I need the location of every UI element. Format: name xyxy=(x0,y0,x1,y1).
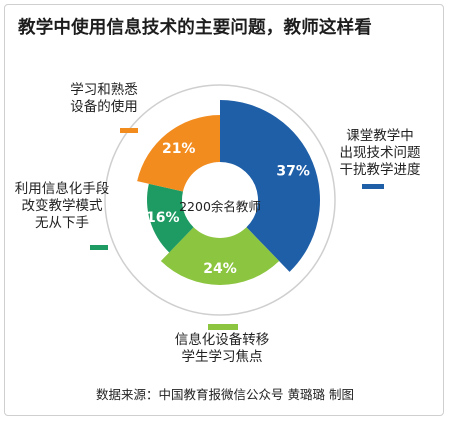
slice-category-line: 出现技术问题 xyxy=(340,145,421,161)
outer-ring-decoration xyxy=(104,84,336,316)
pie-slice-s1 xyxy=(220,100,320,272)
slice-category-line: 学生学习焦点 xyxy=(182,349,263,365)
slice-category-label-s4: 学习和熟悉设备的使用 xyxy=(70,82,138,115)
pie-slice-s3 xyxy=(147,183,194,253)
slice-value-label-s1: 37% xyxy=(276,163,310,179)
slice-category-label-s3: 利用信息化手段改变教学模式无从下手 xyxy=(15,180,110,231)
slice-marker-s1 xyxy=(362,184,384,189)
source-note: 数据来源：中国教育报微信公众号 黄璐璐 制图 xyxy=(96,387,354,402)
center-label: 2200余名教师 xyxy=(179,199,261,214)
pie-slice-s4 xyxy=(137,115,220,192)
slice-category-line: 利用信息化手段 xyxy=(15,180,110,197)
chart-frame xyxy=(4,4,444,416)
slice-category-label-s2: 信息化设备转移学生学习焦点 xyxy=(175,331,270,365)
pie-slice-s2 xyxy=(160,227,280,285)
slice-marker-s3 xyxy=(90,245,108,250)
slice-category-line: 干扰教学进度 xyxy=(340,162,421,178)
slice-category-line: 信息化设备转移 xyxy=(175,331,270,348)
slice-category-line: 学习和熟悉 xyxy=(70,82,138,98)
slice-category-line: 设备的使用 xyxy=(70,98,138,115)
slice-value-label-s3: 16% xyxy=(146,210,180,226)
slice-category-line: 无从下手 xyxy=(35,215,89,231)
slice-value-label-s2: 24% xyxy=(203,261,237,277)
slice-category-label-s1: 课堂教学中出现技术问题干扰教学进度 xyxy=(340,128,421,178)
slice-category-line: 课堂教学中 xyxy=(346,128,414,144)
slice-category-line: 改变教学模式 xyxy=(22,198,103,214)
slice-value-label-s4: 21% xyxy=(162,141,196,157)
slice-marker-s2 xyxy=(208,324,238,330)
chart-title: 教学中使用信息技术的主要问题，教师这样看 xyxy=(18,18,372,38)
slice-marker-s4 xyxy=(120,128,138,133)
